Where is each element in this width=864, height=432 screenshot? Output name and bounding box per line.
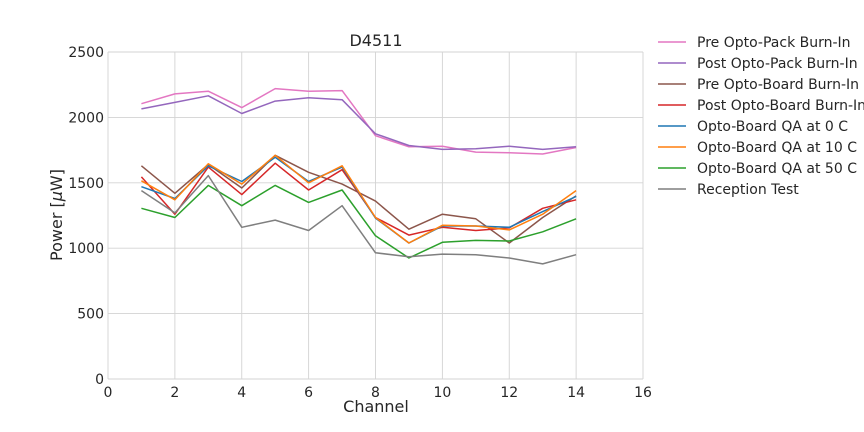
legend-label: Post Opto-Board Burn-In	[697, 98, 864, 114]
y-axis-label-mu: μ	[47, 191, 66, 202]
x-tick-label: 12	[500, 385, 518, 401]
y-tick-label: 1500	[68, 176, 104, 192]
series-line	[141, 154, 577, 244]
x-tick-label: 16	[634, 385, 652, 401]
y-tick-label: 2000	[68, 110, 104, 126]
series-lines	[140, 87, 577, 265]
y-axis-label: Power [μW]	[47, 169, 66, 261]
legend-label: Pre Opto-Board Burn-In	[697, 77, 859, 93]
legend-label: Post Opto-Pack Burn-In	[697, 56, 858, 72]
x-tick-label: 4	[237, 385, 246, 401]
series-line	[141, 95, 577, 151]
x-tick-label: 0	[104, 385, 113, 401]
legend: Pre Opto-Pack Burn-In Post Opto-Pack Burn…	[658, 35, 864, 198]
x-tick-label: 8	[371, 385, 380, 401]
y-tick-label: 1000	[68, 241, 104, 257]
y-tick-label: 2500	[68, 45, 104, 61]
y-tick-label: 500	[77, 307, 104, 323]
legend-label: Reception Test	[697, 182, 799, 198]
grid	[107, 51, 644, 380]
y-axis-label-suffix: W]	[47, 169, 66, 191]
legend-label: Pre Opto-Pack Burn-In	[697, 35, 851, 51]
series-line	[140, 174, 577, 265]
legend-label: Opto-Board QA at 0 C	[697, 119, 848, 135]
x-tick-label: 14	[567, 385, 585, 401]
y-tick-label: 0	[95, 372, 104, 388]
x-tick-label: 6	[304, 385, 313, 401]
series-line	[141, 87, 577, 155]
axes: 0 2 4 6 8 10 12 14 16 0 500 1000 1500 2000 2500	[68, 45, 652, 401]
legend-label: Opto-Board QA at 10 C	[697, 140, 857, 156]
series-line	[140, 162, 577, 236]
x-tick-label: 10	[433, 385, 451, 401]
series-line	[141, 184, 577, 259]
legend-label: Opto-Board QA at 50 C	[697, 161, 857, 177]
y-axis-label-prefix: Power [	[47, 201, 66, 261]
x-tick-label: 2	[170, 385, 179, 401]
x-axis-label: Channel	[343, 397, 409, 416]
chart-title: D4511	[349, 31, 402, 50]
